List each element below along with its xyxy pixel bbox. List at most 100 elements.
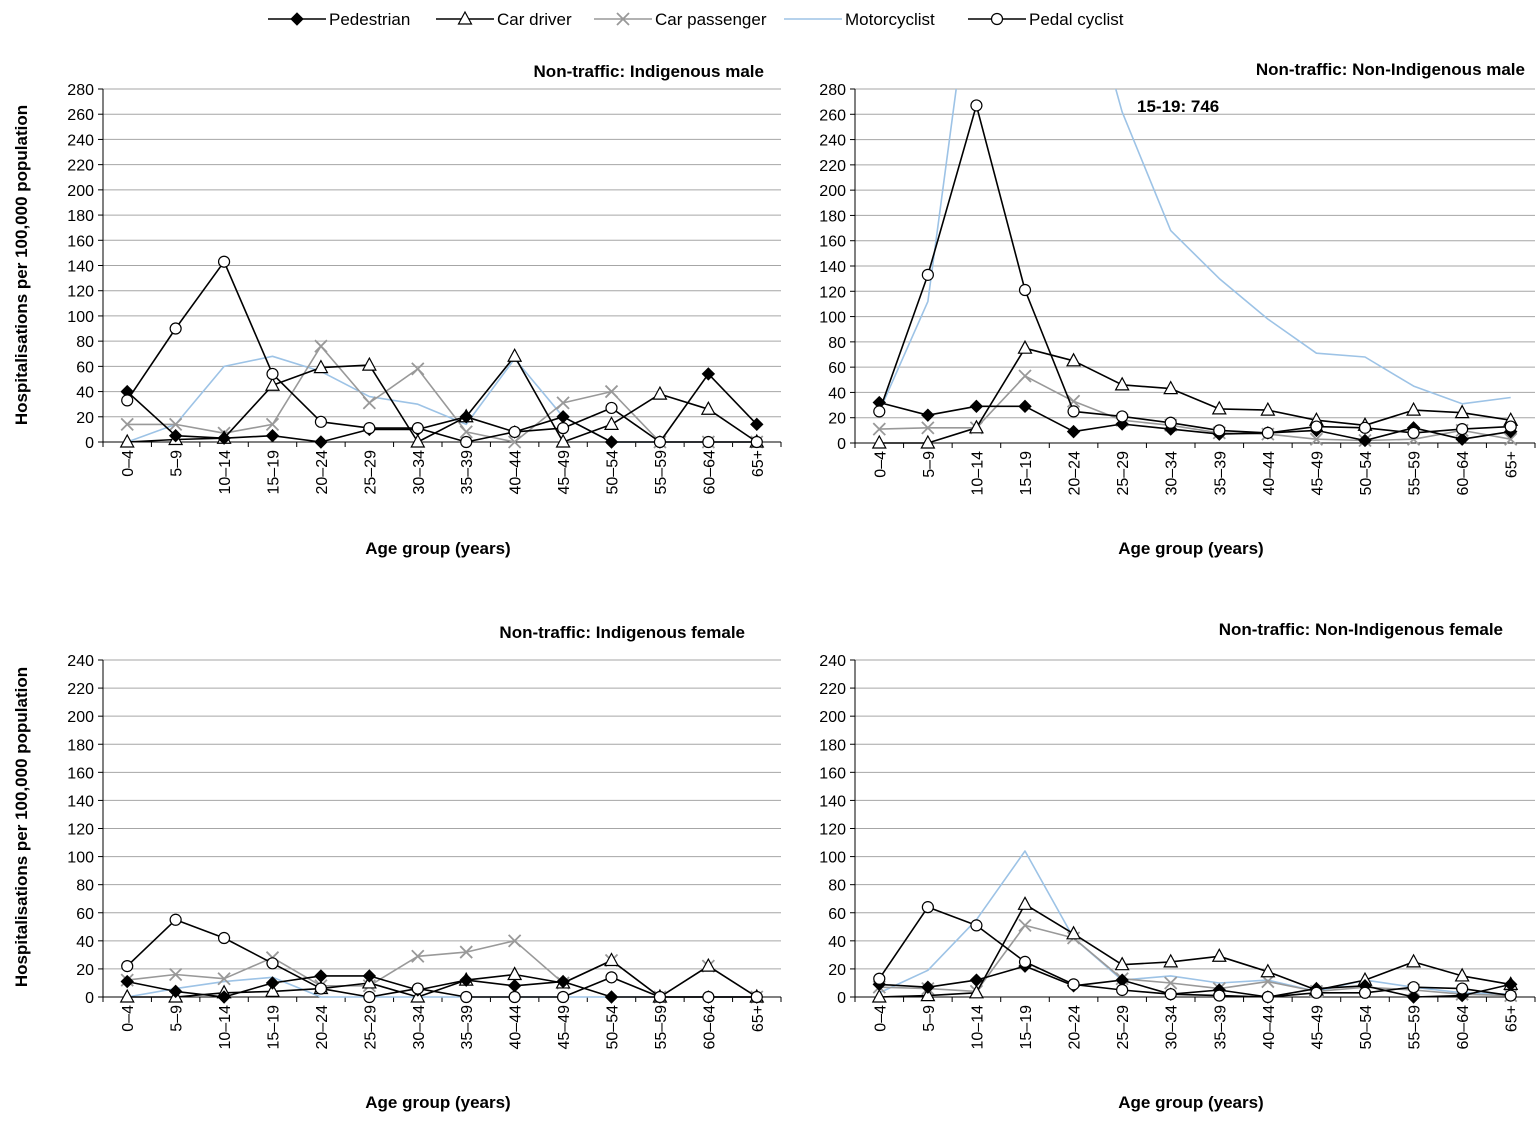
data-point <box>1456 422 1469 436</box>
legend-marker <box>990 12 1004 26</box>
data-point <box>1358 421 1372 434</box>
data-point <box>1213 424 1226 437</box>
data-point <box>1114 956 1130 971</box>
series <box>873 99 1517 439</box>
data-point <box>362 396 376 410</box>
x-tick-label: 5–9 <box>921 451 938 478</box>
x-tick-label: 35–39 <box>459 1005 476 1050</box>
data-point <box>1504 989 1517 1002</box>
data-point <box>603 952 620 967</box>
data-point <box>556 990 570 1004</box>
y-tick-label: 120 <box>67 284 94 301</box>
data-point <box>1504 432 1518 446</box>
data-point <box>1066 424 1081 439</box>
x-tick-label: 0–4 <box>120 1005 137 1032</box>
y-tick-label: 240 <box>67 653 94 670</box>
y-tick-label: 20 <box>76 962 94 979</box>
x-tick-label: 5–9 <box>169 450 186 477</box>
y-tick-label: 260 <box>819 107 846 124</box>
data-point <box>652 385 668 400</box>
x-tick-label: 65+ <box>750 450 767 477</box>
x-tick-label: 45–49 <box>1309 451 1326 496</box>
data-point <box>460 990 473 1004</box>
y-tick-label: 60 <box>828 360 846 377</box>
data-point <box>1066 925 1082 940</box>
data-point <box>604 990 619 1004</box>
data-point <box>314 339 328 353</box>
data-point <box>1406 401 1422 416</box>
x-tick-label: 35–39 <box>459 450 476 495</box>
series <box>873 901 1517 1004</box>
legend-marker <box>457 10 473 25</box>
x-tick-label: 5–9 <box>921 1005 938 1032</box>
x-tick-label: 35–39 <box>1212 1005 1229 1050</box>
x-tick-label: 55–59 <box>653 450 670 495</box>
legend-item: Motorcyclist <box>784 10 935 29</box>
x-tick-label: 50–54 <box>1358 451 1375 496</box>
series <box>878 89 1511 412</box>
data-point <box>1456 982 1469 995</box>
y-tick-label: 200 <box>67 709 94 726</box>
data-point <box>361 356 377 371</box>
data-point <box>970 919 983 932</box>
data-point <box>411 362 425 376</box>
data-point <box>871 434 887 449</box>
data-point <box>1309 432 1324 446</box>
y-tick-label: 240 <box>67 132 94 149</box>
data-point <box>873 972 886 985</box>
y-tick-label: 80 <box>76 878 94 895</box>
data-point <box>313 359 329 374</box>
y-tick-label: 40 <box>828 934 846 951</box>
x-tick-label: 20–24 <box>314 450 331 495</box>
data-point <box>873 405 886 418</box>
x-tick-label: 20–24 <box>1067 1005 1084 1050</box>
chart-panels: 0204060801001201401601802002202402602800… <box>67 60 1536 1112</box>
data-point <box>1406 990 1421 1004</box>
data-point <box>459 945 473 959</box>
series <box>119 348 765 448</box>
x-tick-label: 0–4 <box>872 1005 889 1032</box>
y-tick-label: 200 <box>819 183 846 200</box>
x-tick-label: 20–24 <box>1067 451 1084 496</box>
data-point <box>1114 376 1130 391</box>
data-point <box>459 425 473 439</box>
data-point <box>653 435 667 449</box>
legend-label: Car passenger <box>655 10 767 29</box>
y-tick-label: 60 <box>76 906 94 923</box>
data-point <box>217 931 231 945</box>
data-point <box>653 990 667 1004</box>
data-point <box>1164 976 1178 990</box>
data-point <box>314 982 328 995</box>
data-point <box>264 983 281 997</box>
data-point <box>921 901 934 914</box>
data-point <box>1213 989 1226 1002</box>
x-tick-label: 5–9 <box>169 1005 186 1032</box>
y-tick-label: 140 <box>819 793 846 810</box>
x-tick-label: 15–19 <box>1018 1005 1035 1050</box>
data-point <box>1504 420 1517 433</box>
chart-title: Non-traffic: Non-Indigenous female <box>1219 620 1503 639</box>
data-point <box>169 967 183 982</box>
data-point <box>921 408 935 422</box>
y-tick-label: 160 <box>819 234 846 251</box>
y-tick-label: 120 <box>819 284 846 301</box>
data-point <box>1260 401 1276 416</box>
y-tick-label: 140 <box>67 793 94 810</box>
x-tick-label: 20–24 <box>314 1005 331 1050</box>
y-tick-label: 40 <box>76 934 94 951</box>
data-point <box>556 396 570 410</box>
x-tick-label: 15–19 <box>266 1005 283 1050</box>
data-point <box>872 422 886 436</box>
legend-item: Pedestrian <box>268 10 410 29</box>
data-point <box>460 435 473 449</box>
data-point <box>605 971 618 984</box>
y-tick-label: 220 <box>67 681 94 698</box>
data-point <box>411 949 425 963</box>
data-point <box>750 417 764 432</box>
data-point <box>314 969 328 983</box>
data-point <box>119 433 135 448</box>
data-point <box>1067 978 1080 991</box>
data-point <box>556 422 570 435</box>
y-tick-label: 0 <box>837 436 846 453</box>
x-tick-label: 10–14 <box>217 450 234 495</box>
